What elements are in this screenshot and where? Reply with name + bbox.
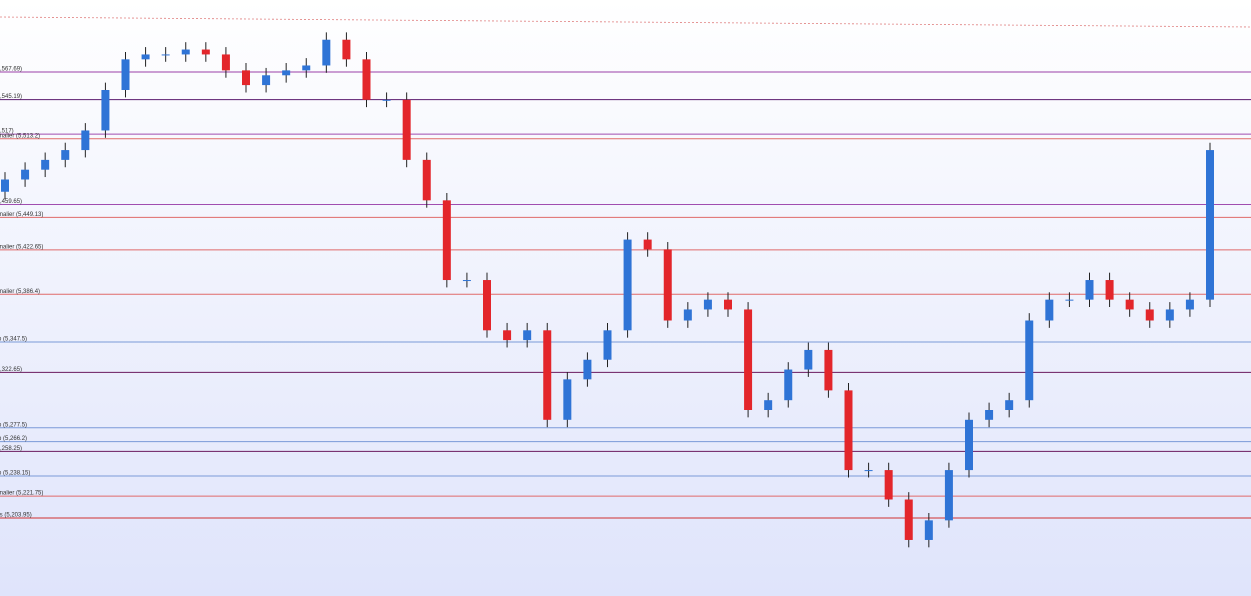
candle-body (242, 70, 250, 86)
candle-body (201, 49, 210, 55)
level-label: ebdo (5,347.5) (0, 336, 27, 342)
level-label: Journalier (5,449.13) (0, 212, 43, 218)
candles (1, 32, 1214, 548)
level-label: Journalier (5,422.65) (0, 244, 43, 250)
candle-body (483, 280, 491, 331)
level-label: Journalier (5,513.2) (0, 133, 40, 139)
candle-body (181, 49, 190, 55)
candle-body (623, 239, 632, 331)
candle-body (764, 400, 773, 411)
candle-body (663, 249, 672, 321)
candle-body (784, 369, 793, 401)
level-label: th (5,545.19) (0, 94, 22, 100)
level-label: ebdo (5,238.15) (0, 471, 30, 477)
candle-body (322, 39, 331, 66)
candle-body (221, 54, 230, 71)
level-label: Journalier (5,386.4) (0, 289, 40, 295)
candle-body (503, 330, 512, 341)
candle-body (1145, 309, 1154, 321)
candle-body (362, 59, 371, 100)
candle-body (382, 99, 391, 101)
candle-body (603, 330, 612, 360)
candle-body (282, 70, 291, 76)
candle-body (1105, 280, 1114, 300)
candle-body (161, 54, 170, 56)
candle-body (402, 99, 411, 160)
level-label: ebdo (5,266.2) (0, 436, 27, 442)
candle-body (121, 59, 130, 90)
candle-body (944, 470, 953, 521)
candle-body (21, 169, 30, 180)
candle-body (543, 330, 552, 420)
level-label: th (5,322.65) (0, 367, 22, 373)
candle-body (904, 499, 913, 540)
candle-body (583, 359, 592, 380)
candle-body (1165, 309, 1174, 321)
candle-body (864, 470, 873, 472)
candle-body (1005, 400, 1014, 411)
candle-body (1025, 320, 1034, 401)
candle-body (703, 299, 712, 310)
candle-body (985, 410, 994, 420)
level-label: Mens (5,203.95) (0, 512, 32, 518)
candle-body (1, 179, 9, 192)
level-label: th (5,459.65) (0, 199, 22, 205)
candle-body (1206, 150, 1214, 300)
candle-body (41, 159, 50, 170)
candle-body (1085, 280, 1094, 300)
candle-body (1045, 299, 1054, 321)
candle-body (422, 159, 431, 201)
candle-body (924, 520, 933, 540)
candle-body (1125, 299, 1134, 310)
candle-body (262, 75, 271, 86)
candle-body (61, 150, 70, 160)
level-label: th (5,517) (0, 129, 14, 135)
candle-body (523, 330, 532, 341)
trend-line (0, 16, 1251, 28)
candle-body (824, 349, 833, 391)
candle-body (844, 390, 853, 471)
candle-body (804, 349, 813, 370)
candle-body (81, 130, 90, 151)
candle-body (101, 89, 110, 131)
level-label: th (5,258.25) (0, 446, 22, 452)
candle-body (342, 39, 351, 60)
candle-body (563, 379, 572, 420)
candle-body (462, 280, 471, 282)
level-label: ebdo (5,277.5) (0, 422, 27, 428)
candle-body (643, 239, 652, 250)
candle-body (744, 309, 753, 411)
candle-body (1185, 299, 1194, 310)
candle-body (884, 470, 893, 500)
candle-body (1065, 299, 1074, 301)
candle-body (965, 419, 973, 471)
candle-body (724, 299, 732, 310)
level-label: th (5,567.69) (0, 66, 22, 72)
candle-body (141, 54, 150, 60)
level-label: Journalier (5,221.75) (0, 491, 43, 497)
candle-body (683, 309, 692, 321)
candle-body (302, 65, 311, 71)
candle-body (442, 200, 451, 281)
